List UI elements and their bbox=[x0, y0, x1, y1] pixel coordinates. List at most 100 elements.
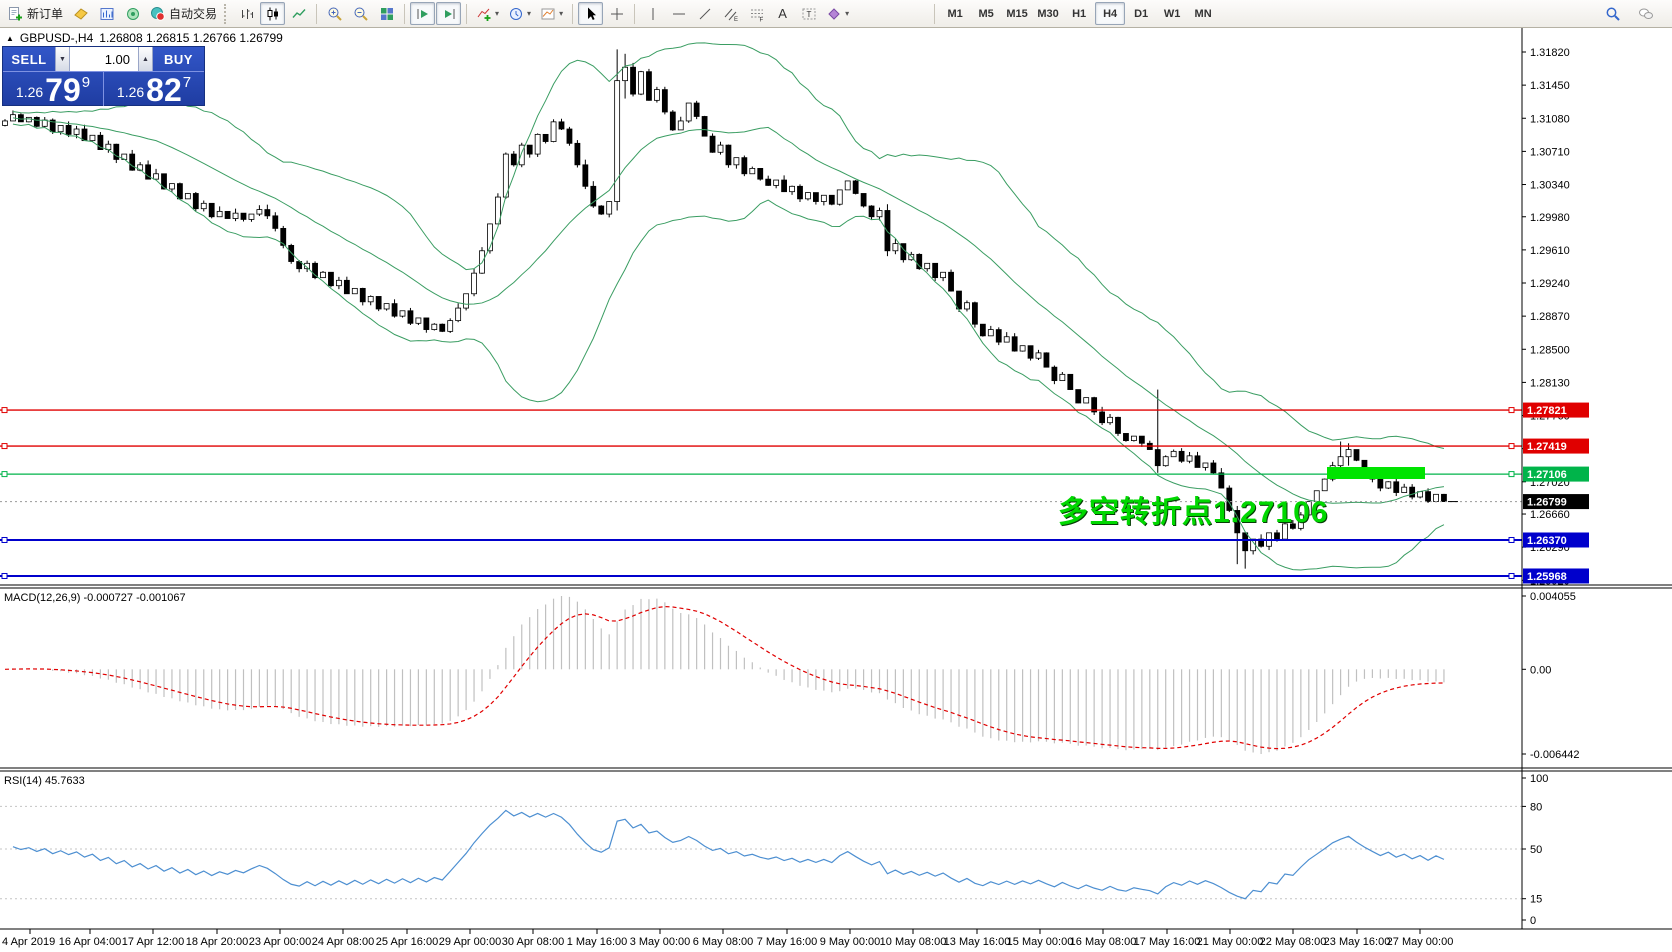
rsi-tick-label: 15 bbox=[1530, 894, 1542, 906]
equidistant-channel-button[interactable]: E bbox=[718, 2, 743, 25]
cursor-button[interactable] bbox=[578, 2, 604, 25]
line-handle[interactable] bbox=[1, 443, 8, 450]
zoom-in-icon bbox=[327, 6, 343, 22]
line-handle[interactable] bbox=[1508, 536, 1515, 543]
chart-area[interactable]: 1.31820 1.31450 1.31080 1.30710 1.30340 1.299… bbox=[0, 28, 1672, 952]
auto-scroll-button[interactable] bbox=[410, 2, 436, 25]
time-axis-label: 7 May 16:00 bbox=[757, 936, 818, 948]
sell-button[interactable]: SELL bbox=[11, 51, 47, 67]
toolbar-separator bbox=[466, 3, 468, 24]
price-tick-label: 1.30710 bbox=[1530, 146, 1570, 158]
chart-title: ▲ GBPUSD-,H4 1.26808 1.26815 1.26766 1.2… bbox=[6, 31, 283, 45]
vertical-line-icon bbox=[645, 6, 661, 22]
trendline-icon bbox=[697, 6, 713, 22]
bollinger-lower bbox=[12, 123, 1445, 571]
toolbar-separator bbox=[934, 3, 936, 24]
vertical-line-button[interactable] bbox=[640, 2, 665, 25]
fibonacci-button[interactable]: F bbox=[744, 2, 769, 25]
highlight-bar bbox=[1327, 467, 1425, 479]
timeframe-button-MN[interactable]: MN bbox=[1194, 7, 1212, 20]
time-axis-label: 17 May 16:00 bbox=[1134, 936, 1201, 948]
timeframe-button-H1[interactable]: H1 bbox=[1072, 7, 1087, 20]
chart-window: 1.31820 1.31450 1.31080 1.30710 1.30340 1.299… bbox=[0, 28, 1672, 952]
line-handle[interactable] bbox=[1508, 572, 1515, 579]
time-axis: 4 Apr 2019 16 Apr 04:00 17 Apr 12:00 18 Apr… bbox=[2, 929, 1453, 948]
time-axis-label: 25 Apr 16:00 bbox=[376, 936, 438, 948]
autotrading-button[interactable]: 自动交易 bbox=[146, 2, 221, 25]
search-button[interactable] bbox=[1600, 2, 1625, 25]
dropdown-arrow-icon: ▾ bbox=[527, 9, 532, 18]
sell-price[interactable]: 1.26 79 9 bbox=[3, 72, 103, 106]
line-handle[interactable] bbox=[1508, 407, 1515, 414]
line-handle[interactable] bbox=[1, 572, 8, 579]
buy-price[interactable]: 1.26 82 7 bbox=[103, 72, 204, 106]
cursor-icon bbox=[583, 6, 599, 22]
timeframe-button-H4[interactable]: H4 bbox=[1095, 2, 1126, 25]
price-tick-label: 1.26660 bbox=[1530, 509, 1570, 521]
collapse-icon[interactable]: ▲ bbox=[6, 33, 14, 43]
line-handle[interactable] bbox=[1508, 443, 1515, 450]
fibonacci-icon: F bbox=[749, 6, 765, 22]
zoom-in-button[interactable] bbox=[322, 2, 347, 25]
trendline-button[interactable] bbox=[692, 2, 717, 25]
time-axis-label: 24 Apr 08:00 bbox=[312, 936, 374, 948]
toolbar-separator bbox=[634, 3, 636, 24]
shapes-button[interactable]: ▾ bbox=[822, 2, 853, 25]
timeframe-button-M15[interactable]: M15 bbox=[1006, 7, 1028, 20]
line-handle[interactable] bbox=[1, 471, 8, 478]
volume-decrease-button[interactable]: ▼ bbox=[55, 47, 70, 71]
zoom-out-button[interactable] bbox=[348, 2, 373, 25]
volume-increase-button[interactable]: ▲ bbox=[138, 47, 153, 71]
chart-shift-button[interactable] bbox=[436, 2, 462, 25]
periods-button[interactable]: ▾ bbox=[504, 2, 535, 25]
line-chart-button[interactable] bbox=[286, 2, 311, 25]
price-tick-label: 1.31820 bbox=[1530, 47, 1570, 59]
time-axis-label: 30 Apr 08:00 bbox=[502, 936, 564, 948]
timeframe-button-M5[interactable]: M5 bbox=[978, 7, 994, 20]
chart-shift-icon bbox=[441, 6, 457, 22]
bollinger-middle bbox=[12, 117, 1445, 504]
price-tick-label: 1.30340 bbox=[1530, 180, 1570, 192]
line-handle[interactable] bbox=[1508, 471, 1515, 478]
metaeditor-button[interactable] bbox=[68, 2, 93, 25]
time-axis-label: 27 May 00:00 bbox=[1387, 936, 1454, 948]
rsi-tick-label: 80 bbox=[1530, 801, 1542, 813]
crosshair-button[interactable] bbox=[604, 2, 629, 25]
macd-pane bbox=[4, 596, 1445, 754]
buy-button[interactable]: BUY bbox=[164, 51, 193, 67]
new-order-button[interactable]: 新订单 bbox=[4, 2, 67, 25]
time-axis-label: 23 Apr 00:00 bbox=[249, 936, 311, 948]
navigator-button[interactable] bbox=[120, 2, 145, 25]
text-button[interactable]: A bbox=[770, 2, 795, 25]
timeframe-button-M30[interactable]: M30 bbox=[1037, 7, 1059, 20]
time-axis-label: 9 May 00:00 bbox=[820, 936, 881, 948]
volume-input[interactable] bbox=[70, 47, 138, 71]
horizontal-line-button[interactable] bbox=[666, 2, 691, 25]
tile-windows-button[interactable] bbox=[374, 2, 399, 25]
shapes-icon bbox=[826, 6, 842, 22]
chat-button[interactable] bbox=[1633, 2, 1658, 25]
bar-chart-button[interactable] bbox=[234, 2, 259, 25]
buy-price-big: 82 bbox=[146, 72, 182, 108]
metaeditor-icon bbox=[73, 6, 89, 22]
price-level-label: 1.27821 bbox=[1527, 405, 1567, 417]
line-handle[interactable] bbox=[1, 536, 8, 543]
templates-button[interactable]: ▾ bbox=[536, 2, 567, 25]
text-label-button[interactable]: T bbox=[796, 2, 821, 25]
timeframe-button-W1[interactable]: W1 bbox=[1163, 7, 1181, 20]
candlestick-chart-button[interactable] bbox=[260, 2, 286, 25]
market-watch-button[interactable] bbox=[94, 2, 119, 25]
timeframe-button-M1[interactable]: M1 bbox=[947, 7, 963, 20]
line-handle[interactable] bbox=[1, 407, 8, 414]
time-axis-label: 16 Apr 04:00 bbox=[59, 936, 121, 948]
time-axis-label: 16 May 08:00 bbox=[1070, 936, 1137, 948]
timeframe-button-D1[interactable]: D1 bbox=[1134, 7, 1149, 20]
horizontal-line-objects[interactable] bbox=[0, 407, 1522, 579]
time-axis-label: 10 May 08:00 bbox=[880, 936, 947, 948]
chat-icon bbox=[1638, 6, 1654, 22]
add-indicator-button[interactable]: ▾ bbox=[472, 2, 503, 25]
price-level-label: 1.27419 bbox=[1527, 441, 1567, 453]
price-tick-label: 1.28130 bbox=[1530, 377, 1570, 389]
timeframe-bar: M1 M5 M15 M30 H1 H4 D1 W1 MN bbox=[940, 2, 1218, 25]
rsi-line bbox=[12, 809, 1445, 900]
